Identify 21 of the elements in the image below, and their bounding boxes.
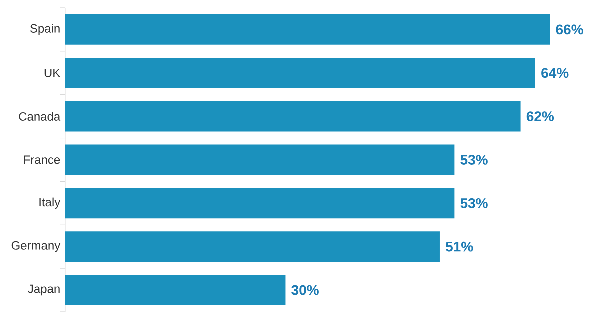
y-tick-label: UK: [44, 68, 60, 78]
bar: [65, 58, 536, 88]
data-label: 30%: [292, 285, 319, 296]
data-label: 62%: [526, 112, 554, 122]
y-tick-label: Germany: [12, 241, 61, 252]
bar: [65, 188, 455, 219]
bar: [65, 14, 550, 45]
data-label: 66%: [556, 24, 584, 35]
y-tick-label: France: [24, 156, 60, 164]
data-label: 53%: [460, 155, 488, 165]
bar: [65, 101, 521, 132]
data-label: 53%: [460, 198, 488, 208]
y-tick-label: Canada: [19, 112, 61, 121]
bar: [65, 144, 455, 176]
data-label: 64%: [542, 68, 569, 78]
data-label: 51%: [446, 242, 474, 252]
bar: [65, 232, 440, 262]
y-tick-label: Italy: [40, 198, 61, 210]
y-tick-label: Japan: [28, 284, 60, 296]
y-tick-label: Spain: [30, 24, 60, 36]
bar: [65, 275, 286, 306]
